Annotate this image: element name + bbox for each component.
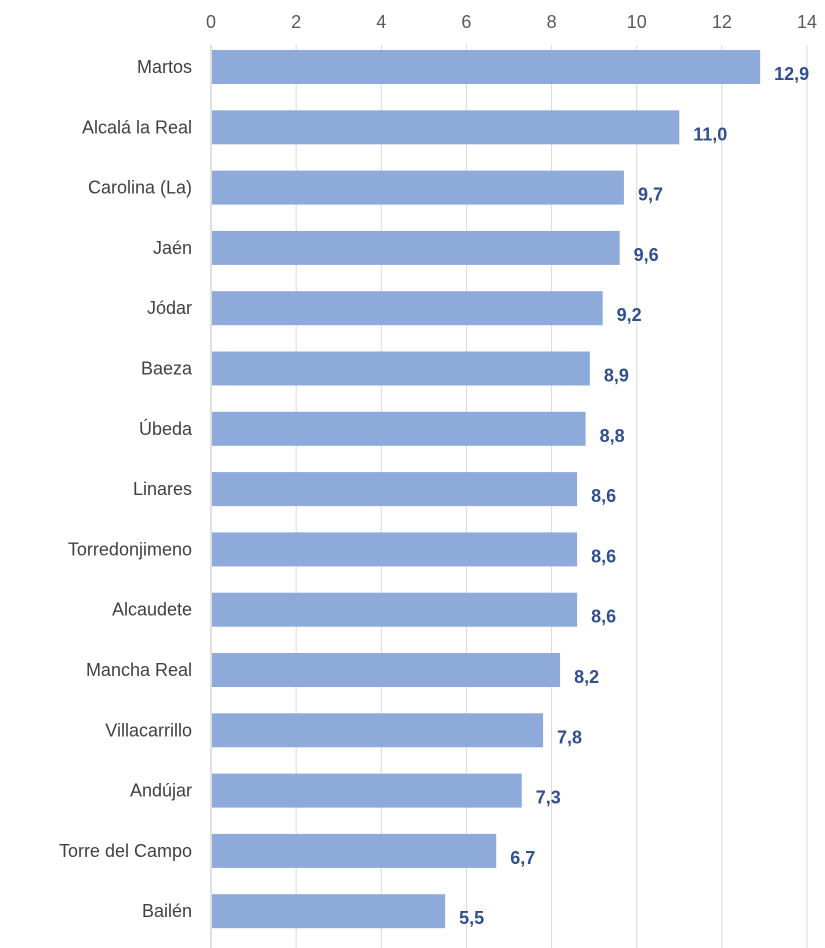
category-labels: Martos Alcalá la Real Carolina (La) Jaén Jód… [59, 57, 193, 921]
data-label: 8,8 [600, 426, 625, 446]
category-label: Torredonjimeno [68, 539, 192, 559]
bar [212, 351, 590, 386]
x-tick-label: 2 [291, 12, 301, 32]
bars [212, 50, 761, 929]
x-tick-label: 10 [627, 12, 647, 32]
bar [212, 773, 522, 808]
data-label: 6,7 [510, 848, 535, 868]
category-label: Carolina (La) [88, 178, 192, 198]
data-label: 7,3 [536, 788, 561, 808]
category-label: Jaén [153, 238, 192, 258]
bar [212, 833, 497, 868]
data-label: 9,7 [638, 185, 663, 205]
bar [212, 50, 761, 84]
data-label: 9,6 [634, 245, 659, 265]
category-label: Linares [133, 479, 192, 499]
x-tick-label: 4 [376, 12, 386, 32]
data-label: 8,9 [604, 366, 629, 386]
data-label: 7,8 [557, 727, 582, 747]
category-label: Jódar [147, 298, 192, 318]
bar [212, 291, 603, 326]
bar [212, 713, 544, 748]
data-label: 8,6 [591, 546, 616, 566]
category-label: Alcaudete [112, 600, 192, 620]
category-label: Andújar [130, 781, 192, 801]
data-label: 8,6 [591, 607, 616, 627]
data-label: 8,6 [591, 486, 616, 506]
bar [212, 110, 680, 145]
data-label: 11,0 [693, 124, 727, 144]
data-label: 12,9 [774, 64, 809, 84]
bar [212, 592, 578, 627]
x-tick-label: 0 [206, 12, 216, 32]
bar [212, 472, 578, 507]
category-label: Torre del Campo [59, 841, 192, 861]
bar [212, 170, 624, 205]
bar [212, 411, 586, 446]
data-label: 9,2 [617, 305, 642, 325]
x-tick-label: 8 [547, 12, 557, 32]
x-axis-tick-labels: 0 2 4 6 8 10 12 14 [206, 12, 817, 32]
data-labels: 12,9 11,0 9,7 9,6 9,2 8,9 8,8 8,6 8,6 8,6 8,2 7,8 7,… [459, 64, 809, 928]
data-label: 5,5 [459, 908, 484, 928]
bar [212, 230, 620, 265]
category-label: Bailén [142, 901, 192, 921]
category-label: Villacarrillo [105, 720, 192, 740]
category-label: Martos [137, 57, 192, 77]
bar [212, 653, 561, 687]
x-tick-label: 12 [712, 12, 732, 32]
category-label: Mancha Real [86, 660, 192, 680]
bar [212, 894, 446, 929]
category-label: Alcalá la Real [82, 117, 192, 137]
x-tick-label: 14 [797, 12, 817, 32]
category-label: Úbeda [139, 418, 193, 439]
data-label: 8,2 [574, 667, 599, 687]
x-tick-label: 6 [461, 12, 471, 32]
category-label: Baeza [141, 359, 193, 379]
bar [212, 532, 578, 567]
